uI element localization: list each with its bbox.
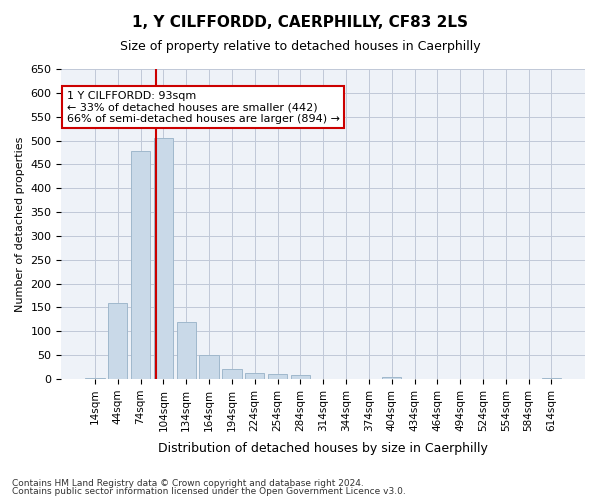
Bar xyxy=(176,322,196,379)
Y-axis label: Number of detached properties: Number of detached properties xyxy=(15,136,25,312)
Bar xyxy=(108,302,127,379)
Bar xyxy=(131,151,150,379)
Bar xyxy=(199,355,219,379)
Text: Contains HM Land Registry data © Crown copyright and database right 2024.: Contains HM Land Registry data © Crown c… xyxy=(12,478,364,488)
Bar xyxy=(222,368,242,379)
Text: Contains public sector information licensed under the Open Government Licence v3: Contains public sector information licen… xyxy=(12,487,406,496)
Text: Size of property relative to detached houses in Caerphilly: Size of property relative to detached ho… xyxy=(119,40,481,53)
Bar xyxy=(382,376,401,379)
Text: 1, Y CILFFORDD, CAERPHILLY, CF83 2LS: 1, Y CILFFORDD, CAERPHILLY, CF83 2LS xyxy=(132,15,468,30)
Bar xyxy=(268,374,287,379)
Bar xyxy=(290,375,310,379)
Bar xyxy=(245,374,265,379)
Bar xyxy=(154,138,173,379)
Bar xyxy=(85,378,104,379)
X-axis label: Distribution of detached houses by size in Caerphilly: Distribution of detached houses by size … xyxy=(158,442,488,455)
Text: 1 Y CILFFORDD: 93sqm
← 33% of detached houses are smaller (442)
66% of semi-deta: 1 Y CILFFORDD: 93sqm ← 33% of detached h… xyxy=(67,90,340,124)
Bar xyxy=(542,378,561,379)
